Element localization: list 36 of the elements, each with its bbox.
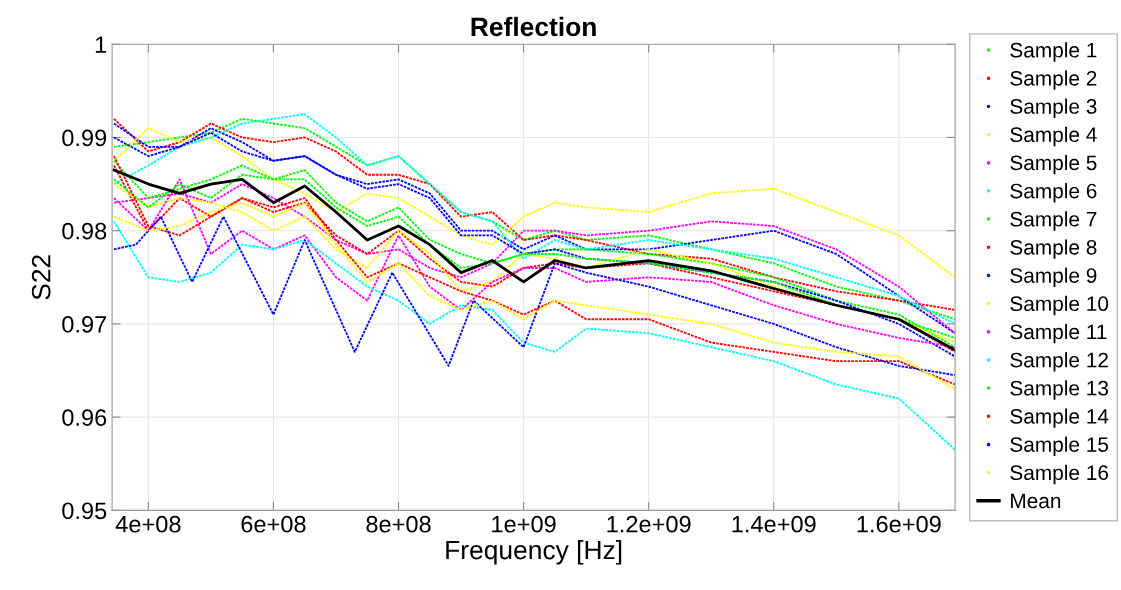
x-tick-label: 1.2e+09 — [607, 515, 691, 533]
y-tick-label: 0.98 — [62, 222, 107, 240]
x-tick-label: 8e+08 — [366, 515, 431, 533]
legend-label: Sample 9 — [1010, 267, 1097, 288]
y-tick-label: 0.95 — [62, 502, 107, 520]
y-tick-label: 0.97 — [62, 315, 107, 333]
line-series — [113, 220, 956, 451]
y-tick-label: 0.96 — [62, 409, 107, 426]
y-axis-title: S22 — [31, 255, 51, 300]
legend-label: Sample 8 — [1010, 239, 1097, 259]
legend-label: Sample 13 — [1010, 380, 1109, 400]
legend-label: Mean — [1011, 493, 1061, 509]
legend-label: Sample 3 — [1010, 98, 1097, 118]
legend-label: Sample 6 — [1010, 183, 1097, 203]
legend-label: Sample 12 — [1010, 352, 1108, 372]
legend-label: Sample 1 — [1010, 42, 1097, 62]
legend-label: Sample 2 — [1010, 70, 1097, 90]
x-tick-label: 4e+08 — [115, 515, 181, 533]
y-tick-label: 0.99 — [62, 129, 107, 147]
chart-title: Reflection — [471, 16, 596, 37]
legend-label: Sample 15 — [1010, 436, 1109, 457]
legend-label: Sample 14 — [1010, 408, 1109, 428]
x-axis-title: Frequency [Hz] — [446, 540, 622, 565]
x-tick-label: 1.6e+09 — [857, 515, 941, 533]
legend-label: Sample 4 — [1010, 126, 1097, 147]
legend-label: Sample 11 — [1010, 323, 1107, 344]
legend-label: Sample 16 — [1010, 464, 1109, 485]
y-tick-label: 1 — [95, 36, 107, 53]
x-tick-label: 1.4e+09 — [732, 515, 816, 533]
legend-label: Sample 7 — [1010, 211, 1097, 231]
legend-label: Sample 10 — [1010, 295, 1109, 316]
line-series — [113, 127, 956, 279]
x-tick-label: 6e+08 — [241, 515, 306, 533]
legend-label: Sample 5 — [1010, 154, 1097, 175]
line-series — [113, 155, 956, 386]
x-tick-label: 1e+09 — [492, 515, 556, 533]
